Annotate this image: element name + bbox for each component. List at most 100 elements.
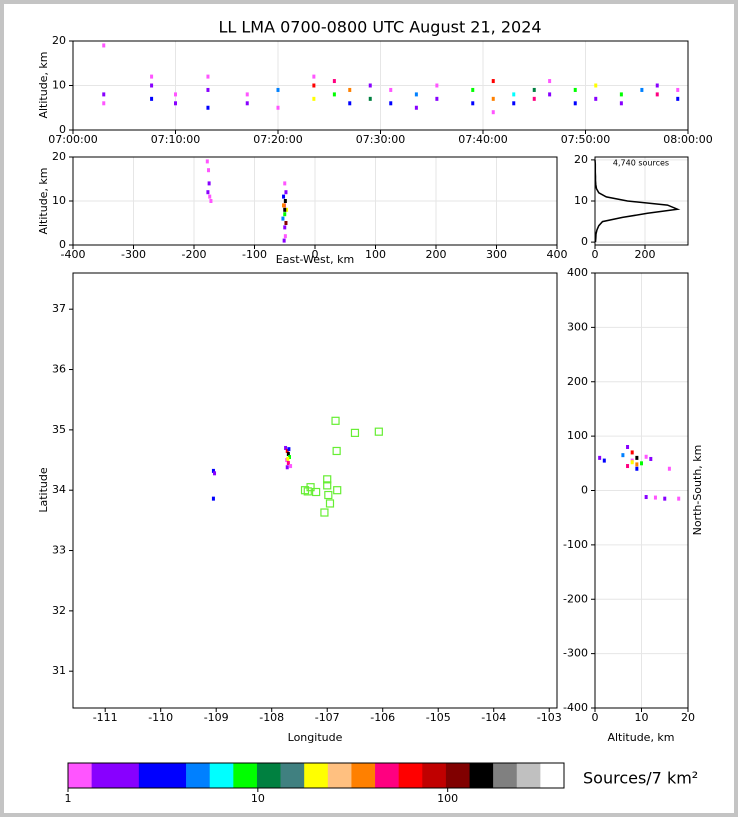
y-tick-label: -400 xyxy=(563,701,588,714)
y-tick-label: 34 xyxy=(52,483,66,496)
source-point xyxy=(207,168,211,173)
x-tick-label: 07:20:00 xyxy=(253,133,302,146)
x-tick-label: 07:00:00 xyxy=(48,133,97,146)
y-tick-label: 300 xyxy=(567,320,588,333)
x-tick-label: -108 xyxy=(259,711,284,724)
source-point xyxy=(368,83,372,88)
source-point xyxy=(312,83,316,88)
colorbar-label: Sources/7 km² xyxy=(583,769,698,788)
source-point xyxy=(332,79,336,84)
colorbar-block xyxy=(280,763,305,788)
x-tick-label: -109 xyxy=(204,711,229,724)
source-point xyxy=(285,465,289,470)
source-point xyxy=(281,216,285,221)
source-point xyxy=(626,445,630,449)
colorbar-block xyxy=(115,763,140,788)
source-point xyxy=(602,458,606,463)
colorbar-block xyxy=(209,763,234,788)
plot-frame xyxy=(72,156,558,246)
station-marker xyxy=(320,508,329,517)
source-point xyxy=(207,181,211,186)
y-tick-label: 0 xyxy=(581,235,588,248)
source-point xyxy=(663,496,667,501)
colorbar-block xyxy=(327,763,352,788)
station-marker xyxy=(323,475,332,484)
source-point xyxy=(285,207,289,212)
source-point xyxy=(289,464,293,469)
source-point xyxy=(491,96,495,101)
source-point xyxy=(276,105,280,110)
colorbar-block xyxy=(469,763,494,788)
plot-frame xyxy=(594,272,689,709)
source-point xyxy=(276,87,280,92)
source-point xyxy=(102,92,106,97)
x-tick-label: 07:10:00 xyxy=(151,133,200,146)
x-tick-label: -111 xyxy=(93,711,118,724)
source-point xyxy=(282,194,286,199)
y-tick-label: 200 xyxy=(567,375,588,388)
source-point xyxy=(676,87,680,92)
source-point xyxy=(206,74,210,79)
colorbar-block xyxy=(351,763,376,788)
y-axis-label: Altitude, km xyxy=(37,167,50,234)
y-tick-label: -100 xyxy=(563,538,588,551)
y-tick-label: 0 xyxy=(59,123,66,136)
source-point xyxy=(284,221,288,225)
source-point xyxy=(206,105,210,110)
x-tick-label: 0 xyxy=(592,248,599,261)
x-tick-label: -107 xyxy=(315,711,340,724)
y-axis-label: Latitude xyxy=(37,467,50,513)
y-tick-label: -300 xyxy=(563,647,588,660)
source-point xyxy=(640,461,643,466)
x-tick-label: -200 xyxy=(182,248,207,261)
source-point xyxy=(102,101,106,106)
colorbar-block xyxy=(304,763,329,788)
x-tick-label: 0 xyxy=(312,248,319,261)
source-point xyxy=(312,74,316,79)
y-tick-label: -200 xyxy=(563,592,588,605)
source-point xyxy=(208,194,212,199)
station-marker xyxy=(303,487,312,496)
source-point xyxy=(283,181,287,186)
colorbar-block xyxy=(445,763,470,788)
source-point xyxy=(245,92,249,97)
source-point xyxy=(653,495,657,500)
plot-frame xyxy=(594,156,689,246)
source-point xyxy=(286,461,290,466)
y-tick-label: 10 xyxy=(52,79,66,92)
colorbar-block xyxy=(91,763,116,788)
source-point xyxy=(548,79,552,84)
y-axis-label: Altitude, km xyxy=(37,51,50,118)
y-tick-label: 37 xyxy=(52,302,66,315)
station-marker xyxy=(325,499,335,508)
x-tick-label: 300 xyxy=(486,248,507,261)
colorbar-tick-label: 10 xyxy=(251,792,265,805)
colorbar-frame xyxy=(67,762,565,789)
source-point xyxy=(283,234,287,239)
source-point xyxy=(332,92,336,97)
source-point xyxy=(348,87,352,92)
source-point xyxy=(635,466,639,471)
source-point xyxy=(471,101,475,106)
x-axis-label: East-West, km xyxy=(276,253,354,266)
x-tick-label: 100 xyxy=(365,248,386,261)
source-point xyxy=(348,101,352,106)
source-point xyxy=(435,96,439,101)
x-tick-label: 07:30:00 xyxy=(356,133,405,146)
x-tick-label: 0 xyxy=(592,711,599,724)
x-tick-label: 07:40:00 xyxy=(458,133,507,146)
source-point xyxy=(389,87,393,92)
x-tick-label: -100 xyxy=(242,248,267,261)
source-point xyxy=(594,83,598,88)
x-tick-label: 10 xyxy=(635,711,649,724)
source-point xyxy=(283,212,287,217)
station-marker xyxy=(333,486,342,495)
source-point xyxy=(282,203,286,208)
source-point xyxy=(245,101,249,106)
source-point xyxy=(630,450,634,455)
source-point xyxy=(644,495,648,500)
colorbar-block xyxy=(233,763,258,788)
y-tick-label: 10 xyxy=(52,194,66,207)
source-point xyxy=(532,87,536,92)
